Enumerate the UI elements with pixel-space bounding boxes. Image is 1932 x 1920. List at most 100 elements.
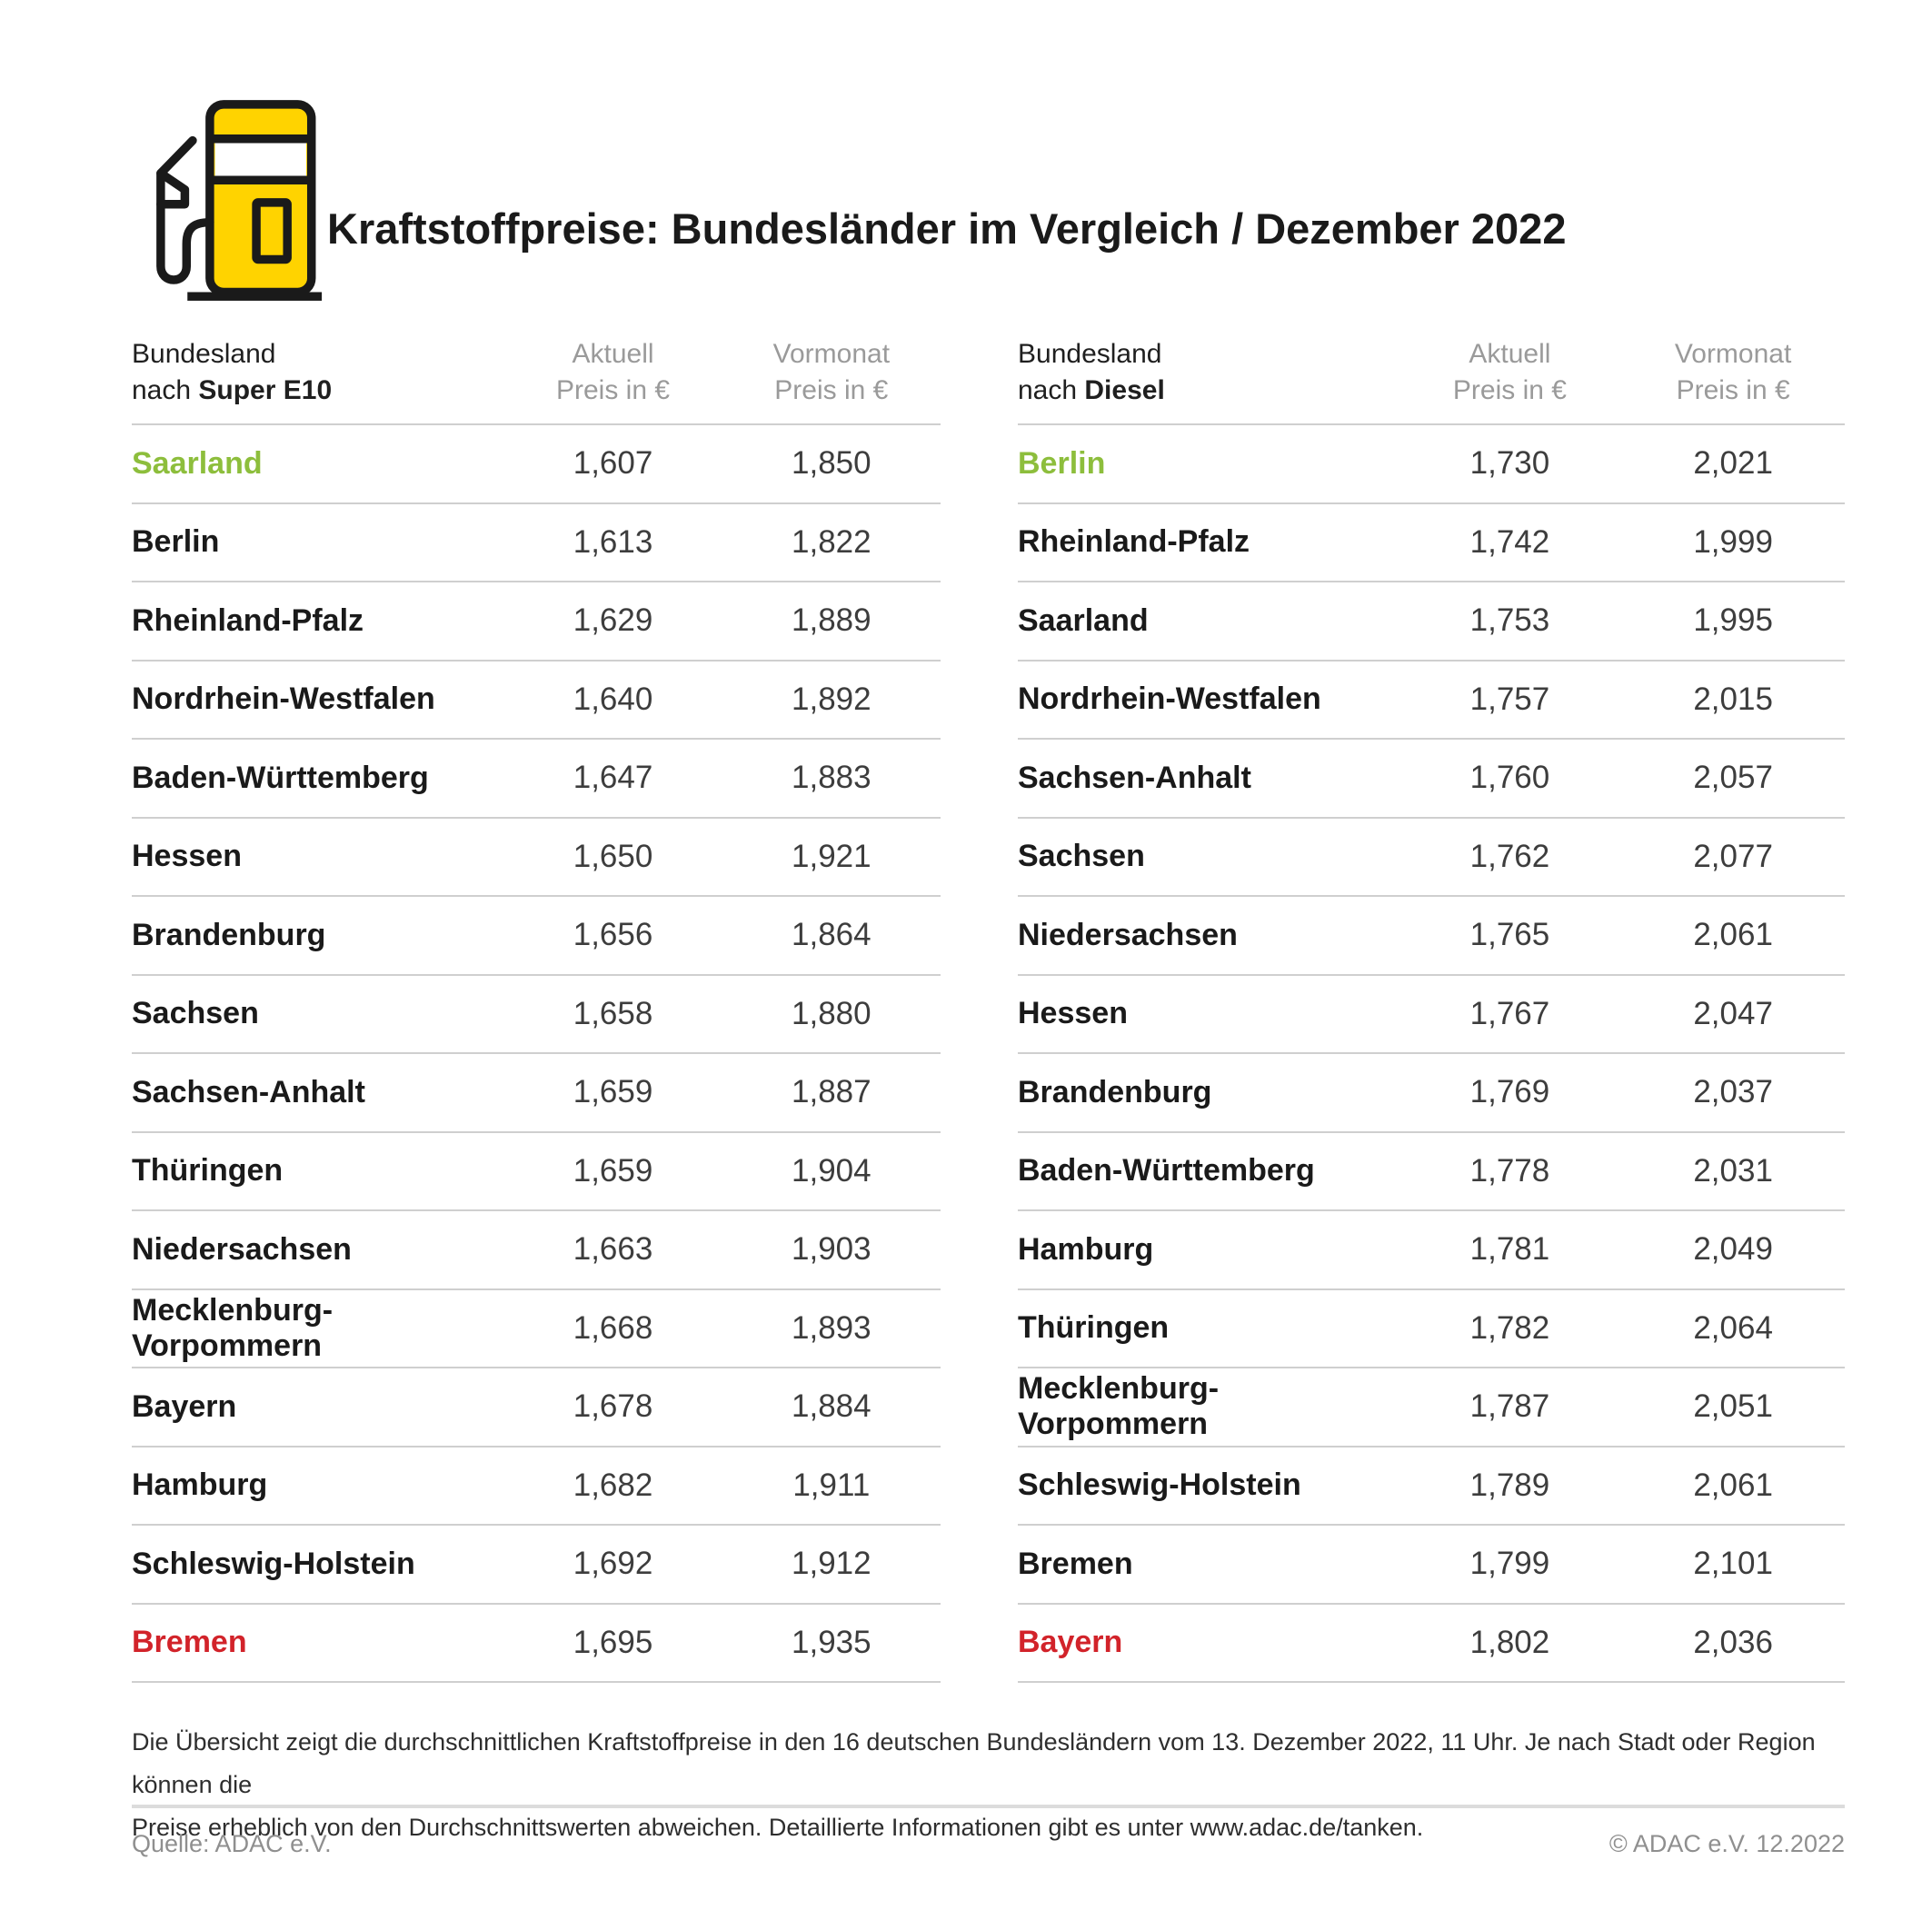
price-aktuell: 1,629 (573, 602, 653, 639)
price-vormonat: 1,850 (792, 445, 871, 482)
price-vormonat: 1,884 (792, 1388, 871, 1425)
price-aktuell: 1,607 (573, 445, 653, 482)
state-name: Niedersachsen (1018, 917, 1238, 952)
price-vormonat: 1,822 (792, 523, 871, 560)
column-header-aktuell-line1: Aktuell (1469, 339, 1551, 369)
table-header: Bundesland nach Super E10 Aktuell Preis … (132, 336, 941, 425)
state-name: Baden-Württemberg (132, 760, 429, 795)
state-name: Bremen (1018, 1546, 1133, 1581)
state-name: Niedersachsen (132, 1231, 352, 1267)
state-name: Berlin (1018, 445, 1106, 481)
state-name: Hessen (1018, 996, 1128, 1031)
price-vormonat: 2,051 (1693, 1388, 1773, 1425)
price-aktuell: 1,668 (573, 1309, 653, 1346)
column-header-bundesland-line1: Bundesland (132, 339, 276, 369)
column-header-vormonat: Vormonat Preis in € (1621, 336, 1845, 409)
column-header-aktuell: Aktuell Preis in € (503, 336, 722, 409)
price-aktuell: 1,799 (1469, 1546, 1550, 1582)
footer-divider (132, 1805, 1845, 1808)
price-vormonat: 1,892 (792, 681, 871, 717)
fuel-name: Super E10 (198, 375, 333, 405)
state-name: Sachsen (1018, 839, 1145, 874)
source-left: Quelle: ADAC e.V. (132, 1830, 332, 1857)
price-vormonat: 2,064 (1693, 1309, 1773, 1346)
column-header-aktuell-line2: Preis in € (556, 375, 671, 405)
price-vormonat: 1,904 (792, 1152, 871, 1189)
table-row: Saarland 1,753 1,995 (1018, 582, 1845, 662)
table-body: Saarland 1,607 1,850 Berlin 1,613 1,822 Rheinl… (132, 425, 941, 1683)
price-vormonat: 1,921 (792, 838, 871, 874)
table-body: Berlin 1,730 2,021 Rheinland-Pfalz 1,742 1,99… (1018, 425, 1845, 1683)
table-row: Sachsen 1,658 1,880 (132, 976, 941, 1054)
state-name: Bayern (132, 1388, 237, 1424)
fuel-prefix: nach (132, 375, 199, 405)
table-row: Bayern 1,802 2,036 (1018, 1605, 1845, 1683)
price-vormonat: 1,880 (792, 995, 871, 1031)
column-header-bundesland: Bundesland nach Diesel (1018, 336, 1399, 409)
table-diesel: Bundesland nach Diesel Aktuell Preis in … (1018, 336, 1845, 1683)
tables-container: Bundesland nach Super E10 Aktuell Preis … (0, 318, 1932, 1683)
state-name: Hamburg (1018, 1231, 1154, 1267)
price-vormonat: 2,015 (1693, 681, 1773, 717)
price-vormonat: 2,036 (1693, 1624, 1773, 1660)
header: Kraftstoffpreise: Bundesländer im Vergle… (0, 0, 1932, 318)
table-row: Berlin 1,730 2,021 (1018, 425, 1845, 504)
source-right: © ADAC e.V. 12.2022 (1608, 1830, 1845, 1857)
state-name: Sachsen (132, 996, 259, 1031)
price-vormonat: 1,995 (1693, 602, 1773, 639)
price-aktuell: 1,762 (1469, 838, 1550, 874)
column-header-aktuell: Aktuell Preis in € (1399, 336, 1622, 409)
price-vormonat: 1,911 (792, 1467, 871, 1503)
state-name: Nordrhein-Westfalen (132, 681, 435, 717)
footnote: Die Übersicht zeigt die durchschnittlich… (132, 1721, 1845, 1849)
price-vormonat: 2,057 (1693, 760, 1773, 796)
price-vormonat: 1,887 (792, 1074, 871, 1110)
state-name: Mecklenburg-Vorpommern (1018, 1371, 1220, 1442)
price-aktuell: 1,659 (573, 1152, 653, 1189)
price-vormonat: 2,061 (1693, 1467, 1773, 1503)
price-aktuell: 1,765 (1469, 917, 1550, 953)
state-name: Mecklenburg-Vorpommern (132, 1292, 334, 1363)
table-row: Mecklenburg-Vorpommern 1,668 1,893 (132, 1290, 941, 1368)
price-vormonat: 2,049 (1693, 1231, 1773, 1268)
column-header-fuel: nach Diesel (1018, 373, 1399, 409)
column-header-aktuell-line1: Aktuell (572, 339, 654, 369)
price-aktuell: 1,678 (573, 1388, 653, 1425)
column-header-aktuell-line2: Preis in € (1452, 375, 1567, 405)
price-aktuell: 1,782 (1469, 1309, 1550, 1346)
price-vormonat: 2,061 (1693, 917, 1773, 953)
price-vormonat: 2,021 (1693, 445, 1773, 482)
table-row: Schleswig-Holstein 1,692 1,912 (132, 1526, 941, 1605)
column-header-vormonat: Vormonat Preis in € (722, 336, 941, 409)
price-aktuell: 1,742 (1469, 523, 1550, 560)
table-row: Sachsen-Anhalt 1,659 1,887 (132, 1054, 941, 1133)
table-row: Sachsen-Anhalt 1,760 2,057 (1018, 740, 1845, 819)
state-name: Thüringen (132, 1153, 284, 1189)
price-aktuell: 1,658 (573, 995, 653, 1031)
footer: Quelle: ADAC e.V. © ADAC e.V. 12.2022 (132, 1805, 1845, 1858)
state-name: Sachsen-Anhalt (132, 1074, 365, 1109)
table-row: Thüringen 1,659 1,904 (132, 1133, 941, 1211)
column-header-vormonat-line2: Preis in € (774, 375, 889, 405)
price-aktuell: 1,682 (573, 1467, 653, 1503)
table-row: Rheinland-Pfalz 1,742 1,999 (1018, 504, 1845, 582)
price-aktuell: 1,650 (573, 838, 653, 874)
table-row: Brandenburg 1,656 1,864 (132, 897, 941, 976)
price-vormonat: 2,077 (1693, 838, 1773, 874)
price-vormonat: 1,893 (792, 1309, 871, 1346)
state-name: Bayern (1018, 1625, 1123, 1660)
column-header-vormonat-line1: Vormonat (1674, 339, 1792, 369)
price-aktuell: 1,787 (1469, 1388, 1550, 1425)
table-row: Nordrhein-Westfalen 1,640 1,892 (132, 662, 941, 740)
state-name: Brandenburg (1018, 1074, 1212, 1109)
state-name: Schleswig-Holstein (1018, 1467, 1301, 1503)
price-aktuell: 1,659 (573, 1074, 653, 1110)
state-name: Schleswig-Holstein (132, 1546, 415, 1581)
state-name: Rheinland-Pfalz (132, 602, 364, 638)
table-row: Bremen 1,799 2,101 (1018, 1526, 1845, 1605)
table-row: Hamburg 1,781 2,049 (1018, 1211, 1845, 1290)
state-name: Saarland (132, 445, 263, 481)
table-row: Thüringen 1,782 2,064 (1018, 1290, 1845, 1368)
price-vormonat: 1,935 (792, 1624, 871, 1660)
